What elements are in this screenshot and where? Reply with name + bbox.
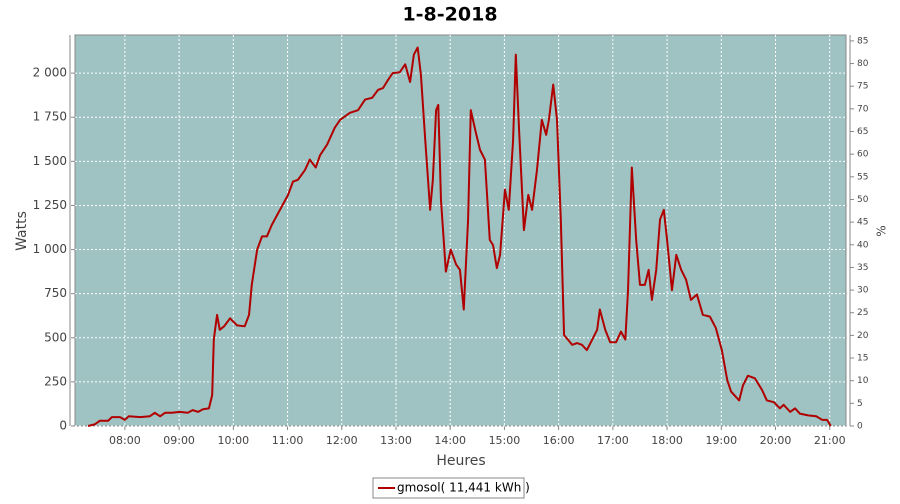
- x-axis-label: Heures: [436, 453, 485, 469]
- x-tick-label: 13:00: [380, 434, 412, 447]
- x-tick-label: 14:00: [434, 434, 466, 447]
- y2-tick-label: 80: [857, 59, 869, 69]
- y2-tick-label: 10: [857, 376, 869, 386]
- x-tick-label: 19:00: [705, 434, 737, 447]
- x-tick-label: 09:00: [163, 434, 195, 447]
- y2-tick-label: 5: [857, 399, 863, 409]
- y2-tick-label: 85: [857, 36, 868, 46]
- y2-tick-label: 55: [857, 172, 868, 182]
- x-tick-label: 18:00: [651, 434, 683, 447]
- y-tick-label: 2 000: [33, 66, 67, 80]
- y2-axis-label: %: [875, 225, 889, 236]
- plot-area: [74, 34, 847, 427]
- y2-tick-label: 45: [857, 218, 868, 228]
- y-tick-label: 250: [44, 374, 67, 388]
- y2-tick-label: 50: [857, 195, 869, 205]
- legend-box: [372, 477, 525, 499]
- y2-tick-label: 30: [857, 286, 869, 296]
- y2-tick-label: 20: [857, 331, 869, 341]
- y-axis-label: Watts: [14, 211, 30, 251]
- y-tick-label: 1 500: [33, 154, 67, 168]
- x-tick-label: 21:00: [814, 434, 846, 447]
- y2-tick-label: 60: [857, 150, 869, 160]
- y-tick-label: 1 250: [33, 198, 67, 212]
- y2-tick-label: 25: [857, 308, 868, 318]
- x-tick-label: 16:00: [543, 434, 575, 447]
- legend-label: gmosol( 11,441 kWh ): [397, 481, 530, 495]
- x-tick-label: 20:00: [760, 434, 792, 447]
- y2-tick-label: 65: [857, 127, 868, 137]
- y2-tick-label: 40: [857, 240, 869, 250]
- series-line: [87, 46, 832, 427]
- x-tick-label: 12:00: [326, 434, 358, 447]
- y2-tick-label: 15: [857, 354, 868, 364]
- y-tick-label: 1 750: [33, 110, 67, 124]
- x-tick-label: 11:00: [272, 434, 304, 447]
- x-tick-label: 17:00: [597, 434, 629, 447]
- y2-tick-label: 35: [857, 263, 868, 273]
- y-tick-label: 0: [59, 419, 67, 433]
- x-tick-label: 10:00: [217, 434, 249, 447]
- y-tick-label: 500: [44, 330, 67, 344]
- x-tick-label: 08:00: [109, 434, 141, 447]
- y-tick-label: 750: [44, 286, 67, 300]
- y2-tick-label: 75: [857, 82, 868, 92]
- y-tick-label: 1 000: [33, 242, 67, 256]
- chart-title: 1-8-2018: [402, 4, 497, 26]
- y2-tick-label: 0: [857, 422, 863, 432]
- x-tick-label: 15:00: [489, 434, 521, 447]
- y2-tick-label: 70: [857, 104, 869, 114]
